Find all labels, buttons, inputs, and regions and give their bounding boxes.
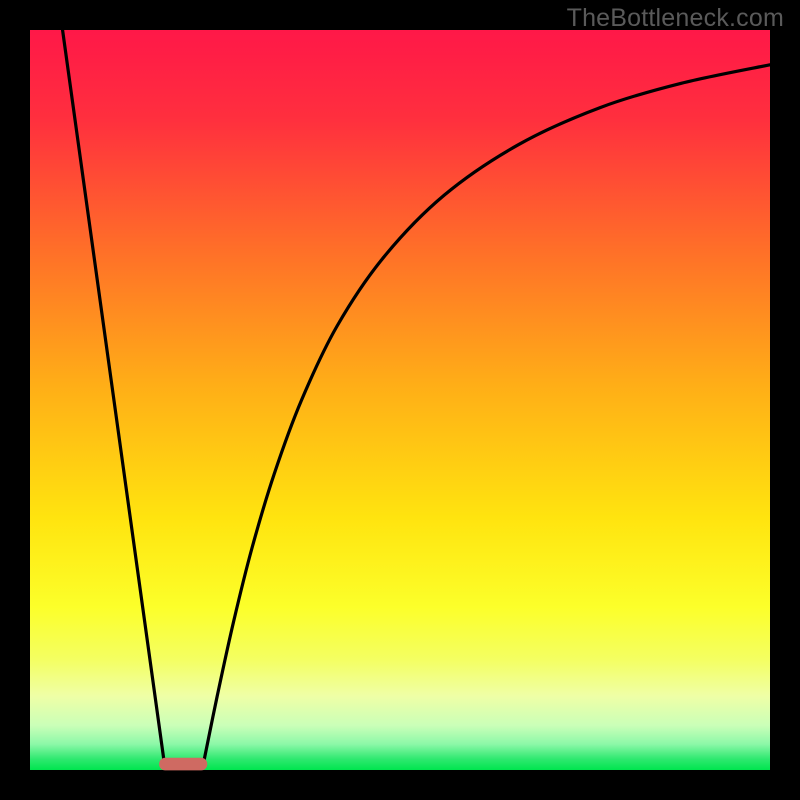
chart-svg (0, 0, 800, 800)
bottleneck-marker (159, 758, 207, 771)
watermark-text: TheBottleneck.com (567, 4, 784, 33)
chart-frame: TheBottleneck.com (0, 0, 800, 800)
plot-gradient (30, 30, 770, 770)
